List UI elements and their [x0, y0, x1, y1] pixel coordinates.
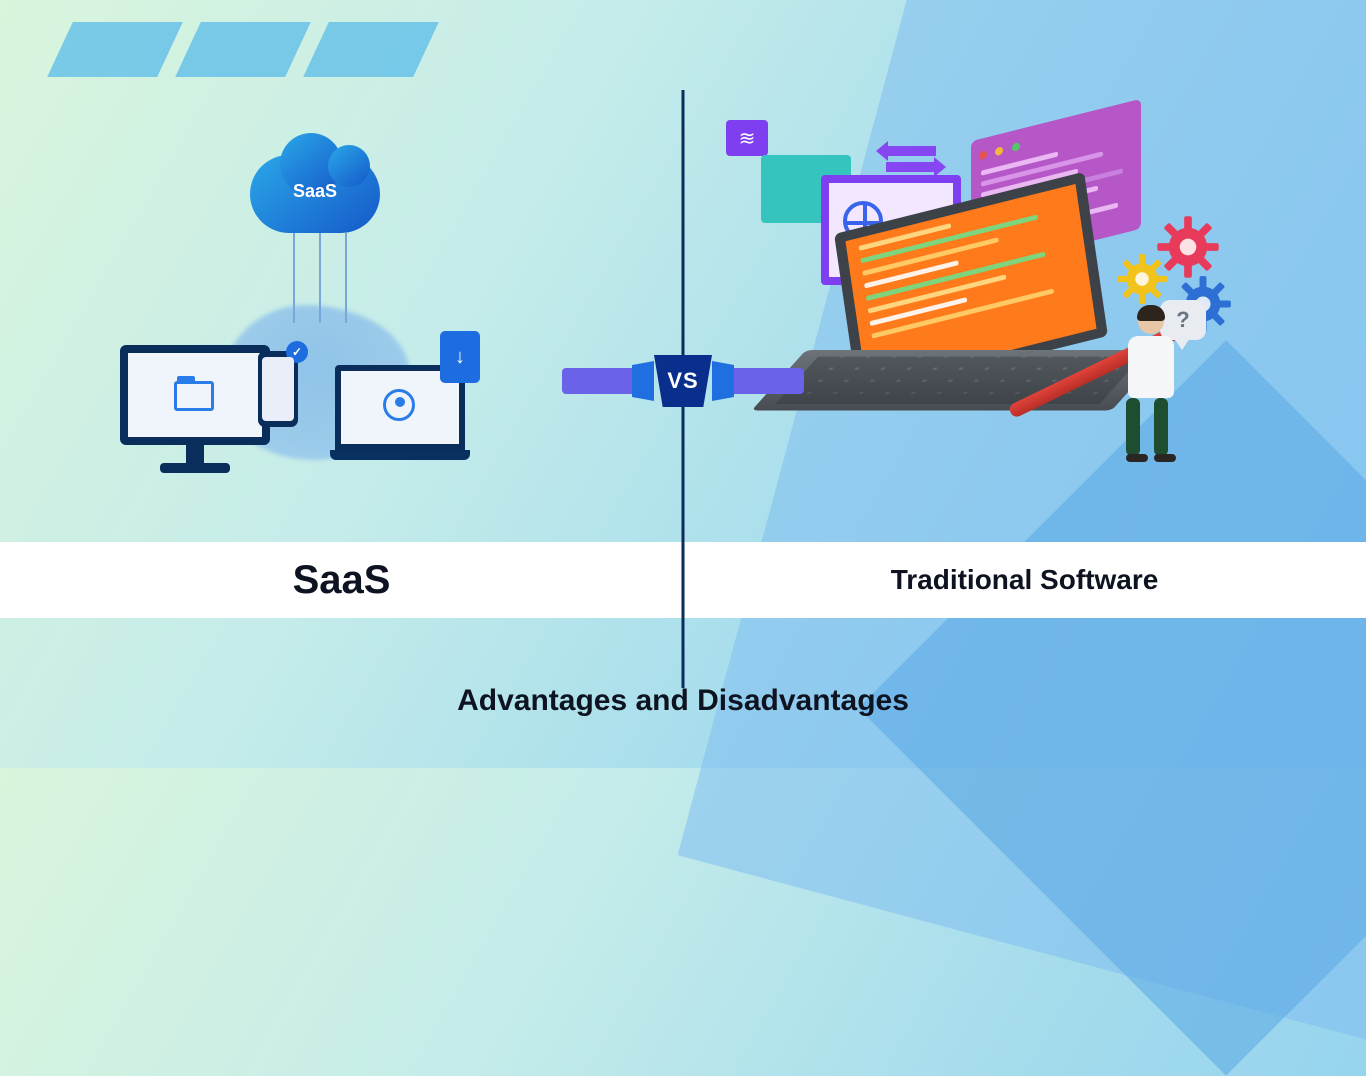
- cable: [345, 233, 347, 323]
- download-card-icon: ↓: [440, 331, 480, 383]
- person-legs: [1116, 398, 1186, 462]
- vs-connector-left: [562, 368, 640, 394]
- monitor-stand: [186, 445, 204, 463]
- wifi-card-icon: ≋: [726, 120, 768, 156]
- cloud-cables: [275, 233, 365, 323]
- cloud-icon: SaaS: [250, 155, 380, 233]
- checkmark-badge-icon: ✓: [286, 341, 308, 363]
- saas-illustration: SaaS ✓ ↓: [120, 155, 490, 475]
- corner-stripes: [60, 22, 426, 77]
- stripe: [47, 22, 183, 77]
- cable: [293, 233, 295, 323]
- label-right-cell: Traditional Software: [683, 542, 1366, 618]
- laptop-base: [330, 450, 470, 460]
- vs-label: VS: [654, 355, 712, 407]
- monitor-base: [160, 463, 230, 473]
- person-leg: [1154, 398, 1176, 462]
- person-figure-icon: [1116, 308, 1186, 468]
- stripe: [175, 22, 311, 77]
- subtitle: Advantages and Disadvantages: [457, 684, 909, 718]
- transfer-arrows-icon: [886, 146, 936, 172]
- desktop-monitor-icon: [120, 345, 270, 475]
- window-dot-red: [979, 150, 987, 160]
- traditional-title: Traditional Software: [891, 564, 1159, 596]
- window-dot-green: [1012, 142, 1020, 152]
- stripe: [303, 22, 439, 77]
- isometric-laptop-icon: [806, 200, 1166, 460]
- vs-badge: VS: [562, 355, 804, 407]
- vs-connector-right: [726, 368, 804, 394]
- vs-bracket-left: [632, 361, 654, 401]
- arrow-right-icon: [886, 162, 936, 172]
- arrow-left-icon: [886, 146, 936, 156]
- folder-icon: [174, 381, 214, 411]
- cable: [319, 233, 321, 323]
- cloud-label: SaaS: [250, 181, 380, 202]
- gear-icon: [1116, 253, 1168, 305]
- person-leg: [1126, 398, 1148, 462]
- monitor-screen: [120, 345, 270, 445]
- traditional-software-illustration: ≋ ?: [726, 120, 1246, 490]
- person-body: [1128, 336, 1174, 398]
- user-network-icon: [383, 389, 415, 421]
- label-left-cell: SaaS: [0, 542, 683, 618]
- person-hair: [1137, 305, 1165, 321]
- smartphone-icon: ✓: [258, 351, 298, 427]
- saas-title: SaaS: [293, 558, 391, 603]
- vs-bracket-right: [712, 361, 734, 401]
- window-dot-yellow: [995, 146, 1003, 156]
